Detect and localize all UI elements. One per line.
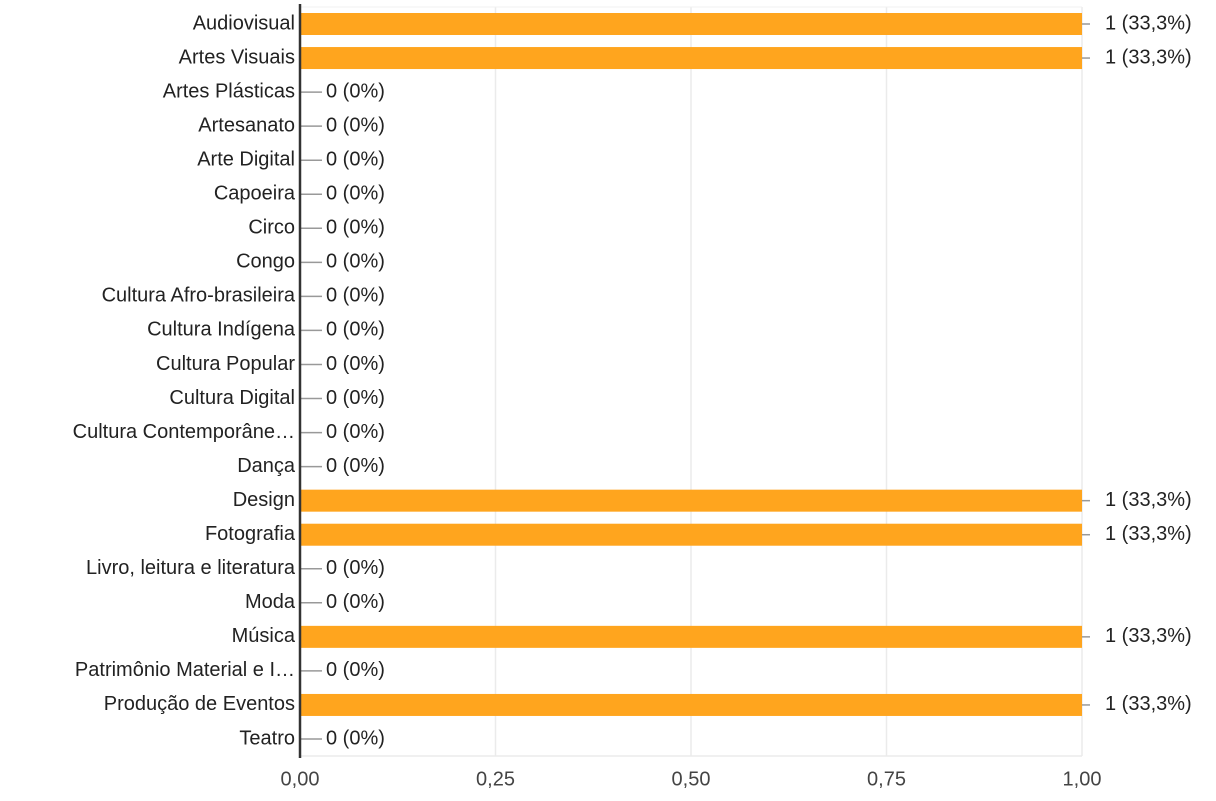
- value-label: 1 (33,3%): [1105, 489, 1192, 511]
- value-label: 0 (0%): [326, 148, 385, 170]
- value-label: 1 (33,3%): [1105, 625, 1192, 647]
- value-label: 0 (0%): [326, 455, 385, 477]
- y-tick-label: Arte Digital: [197, 148, 295, 170]
- bar: [300, 13, 1082, 35]
- value-label: 1 (33,3%): [1105, 523, 1192, 545]
- y-tick-label: Cultura Digital: [169, 387, 295, 409]
- value-label: 0 (0%): [326, 387, 385, 409]
- value-label: 0 (0%): [326, 217, 385, 239]
- value-label: 0 (0%): [326, 319, 385, 341]
- x-tick-label: 0,75: [867, 768, 906, 790]
- y-tick-label: Fotografia: [205, 523, 296, 545]
- bar: [300, 693, 1082, 716]
- value-label: 1 (33,3%): [1105, 693, 1192, 715]
- y-tick-label: Artesanato: [198, 114, 295, 136]
- value-label: 1 (33,3%): [1105, 46, 1192, 68]
- y-tick-label: Audiovisual: [193, 12, 295, 34]
- x-tick-label: 0,00: [281, 768, 320, 790]
- value-label: 0 (0%): [326, 659, 385, 681]
- value-label: 0 (0%): [326, 727, 385, 749]
- y-tick-label: Produção de Eventos: [104, 693, 295, 715]
- value-label: 0 (0%): [326, 251, 385, 273]
- y-tick-label: Livro, leitura e literatura: [86, 557, 296, 579]
- bar: [300, 523, 1082, 546]
- y-tick-label: Teatro: [239, 727, 295, 749]
- value-label: 0 (0%): [326, 114, 385, 136]
- value-label: 0 (0%): [326, 80, 385, 102]
- y-tick-label: Artes Visuais: [179, 46, 295, 68]
- y-tick-label: Cultura Indígena: [147, 319, 296, 341]
- y-tick-label: Design: [233, 489, 295, 511]
- value-label: 0 (0%): [326, 421, 385, 443]
- y-tick-label: Cultura Afro-brasileira: [102, 285, 296, 307]
- value-label: 0 (0%): [326, 591, 385, 613]
- value-label: 0 (0%): [326, 557, 385, 579]
- y-tick-label: Patrimônio Material e I…: [75, 659, 295, 681]
- y-tick-label: Cultura Popular: [156, 353, 295, 375]
- y-tick-label: Congo: [236, 251, 295, 273]
- value-label: 0 (0%): [326, 285, 385, 307]
- x-tick-label: 0,25: [476, 768, 515, 790]
- y-tick-label: Moda: [245, 591, 296, 613]
- value-label: 0 (0%): [326, 183, 385, 205]
- bar: [300, 625, 1082, 648]
- y-tick-label: Música: [232, 625, 296, 647]
- y-tick-label: Artes Plásticas: [163, 80, 295, 102]
- x-tick-label: 0,50: [672, 768, 711, 790]
- bar: [300, 47, 1082, 70]
- y-tick-label: Circo: [248, 217, 295, 239]
- value-label: 1 (33,3%): [1105, 12, 1192, 34]
- bar: [300, 489, 1082, 512]
- y-tick-label: Dança: [237, 455, 296, 477]
- y-tick-label: Capoeira: [214, 183, 296, 205]
- value-label: 0 (0%): [326, 353, 385, 375]
- y-tick-label: Cultura Contemporâne…: [73, 421, 295, 443]
- x-tick-label: 1,00: [1063, 768, 1102, 790]
